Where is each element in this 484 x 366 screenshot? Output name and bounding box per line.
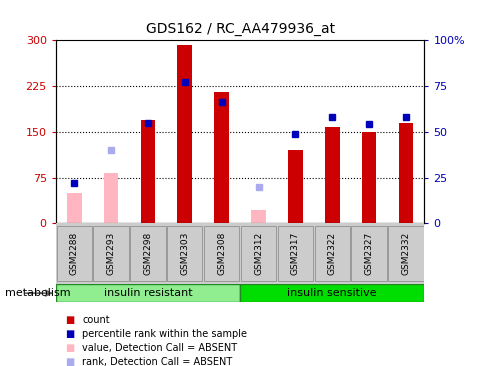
Bar: [56, 284, 240, 302]
Text: GSM2288: GSM2288: [70, 232, 78, 275]
Text: value, Detection Call = ABSENT: value, Detection Call = ABSENT: [82, 343, 237, 353]
Text: GSM2322: GSM2322: [327, 232, 336, 275]
Bar: [214, 208, 228, 223]
Text: metabolism: metabolism: [5, 288, 70, 298]
Text: ■: ■: [65, 343, 75, 353]
Text: GSM2327: GSM2327: [364, 232, 373, 275]
FancyBboxPatch shape: [388, 226, 423, 281]
Bar: [240, 284, 424, 302]
FancyBboxPatch shape: [351, 226, 386, 281]
Text: GSM2317: GSM2317: [290, 232, 299, 275]
FancyBboxPatch shape: [204, 226, 239, 281]
Text: GSM2303: GSM2303: [180, 232, 189, 275]
Text: GSM2332: GSM2332: [401, 232, 409, 275]
FancyBboxPatch shape: [241, 226, 275, 281]
Bar: [398, 123, 412, 223]
Text: insulin resistant: insulin resistant: [104, 288, 192, 298]
FancyBboxPatch shape: [57, 226, 91, 281]
Text: ■: ■: [65, 357, 75, 366]
Bar: [104, 173, 118, 223]
Text: rank, Detection Call = ABSENT: rank, Detection Call = ABSENT: [82, 357, 232, 366]
Text: GSM2312: GSM2312: [254, 232, 262, 275]
Bar: [214, 92, 228, 223]
FancyBboxPatch shape: [314, 226, 349, 281]
Text: ■: ■: [65, 315, 75, 325]
Text: GSM2293: GSM2293: [106, 232, 115, 275]
Text: percentile rank within the sample: percentile rank within the sample: [82, 329, 247, 339]
Bar: [287, 150, 302, 223]
FancyBboxPatch shape: [167, 226, 202, 281]
Bar: [251, 210, 265, 223]
Text: insulin sensitive: insulin sensitive: [287, 288, 376, 298]
Text: ■: ■: [65, 329, 75, 339]
Text: count: count: [82, 315, 110, 325]
FancyBboxPatch shape: [93, 226, 128, 281]
Bar: [56, 223, 424, 284]
Bar: [324, 127, 339, 223]
Bar: [361, 132, 376, 223]
Bar: [140, 120, 155, 223]
Title: GDS162 / RC_AA479936_at: GDS162 / RC_AA479936_at: [145, 22, 334, 37]
FancyBboxPatch shape: [130, 226, 165, 281]
FancyBboxPatch shape: [277, 226, 312, 281]
Bar: [67, 193, 81, 223]
Text: GSM2298: GSM2298: [143, 232, 152, 275]
Bar: [177, 45, 192, 223]
Text: GSM2308: GSM2308: [217, 232, 226, 275]
